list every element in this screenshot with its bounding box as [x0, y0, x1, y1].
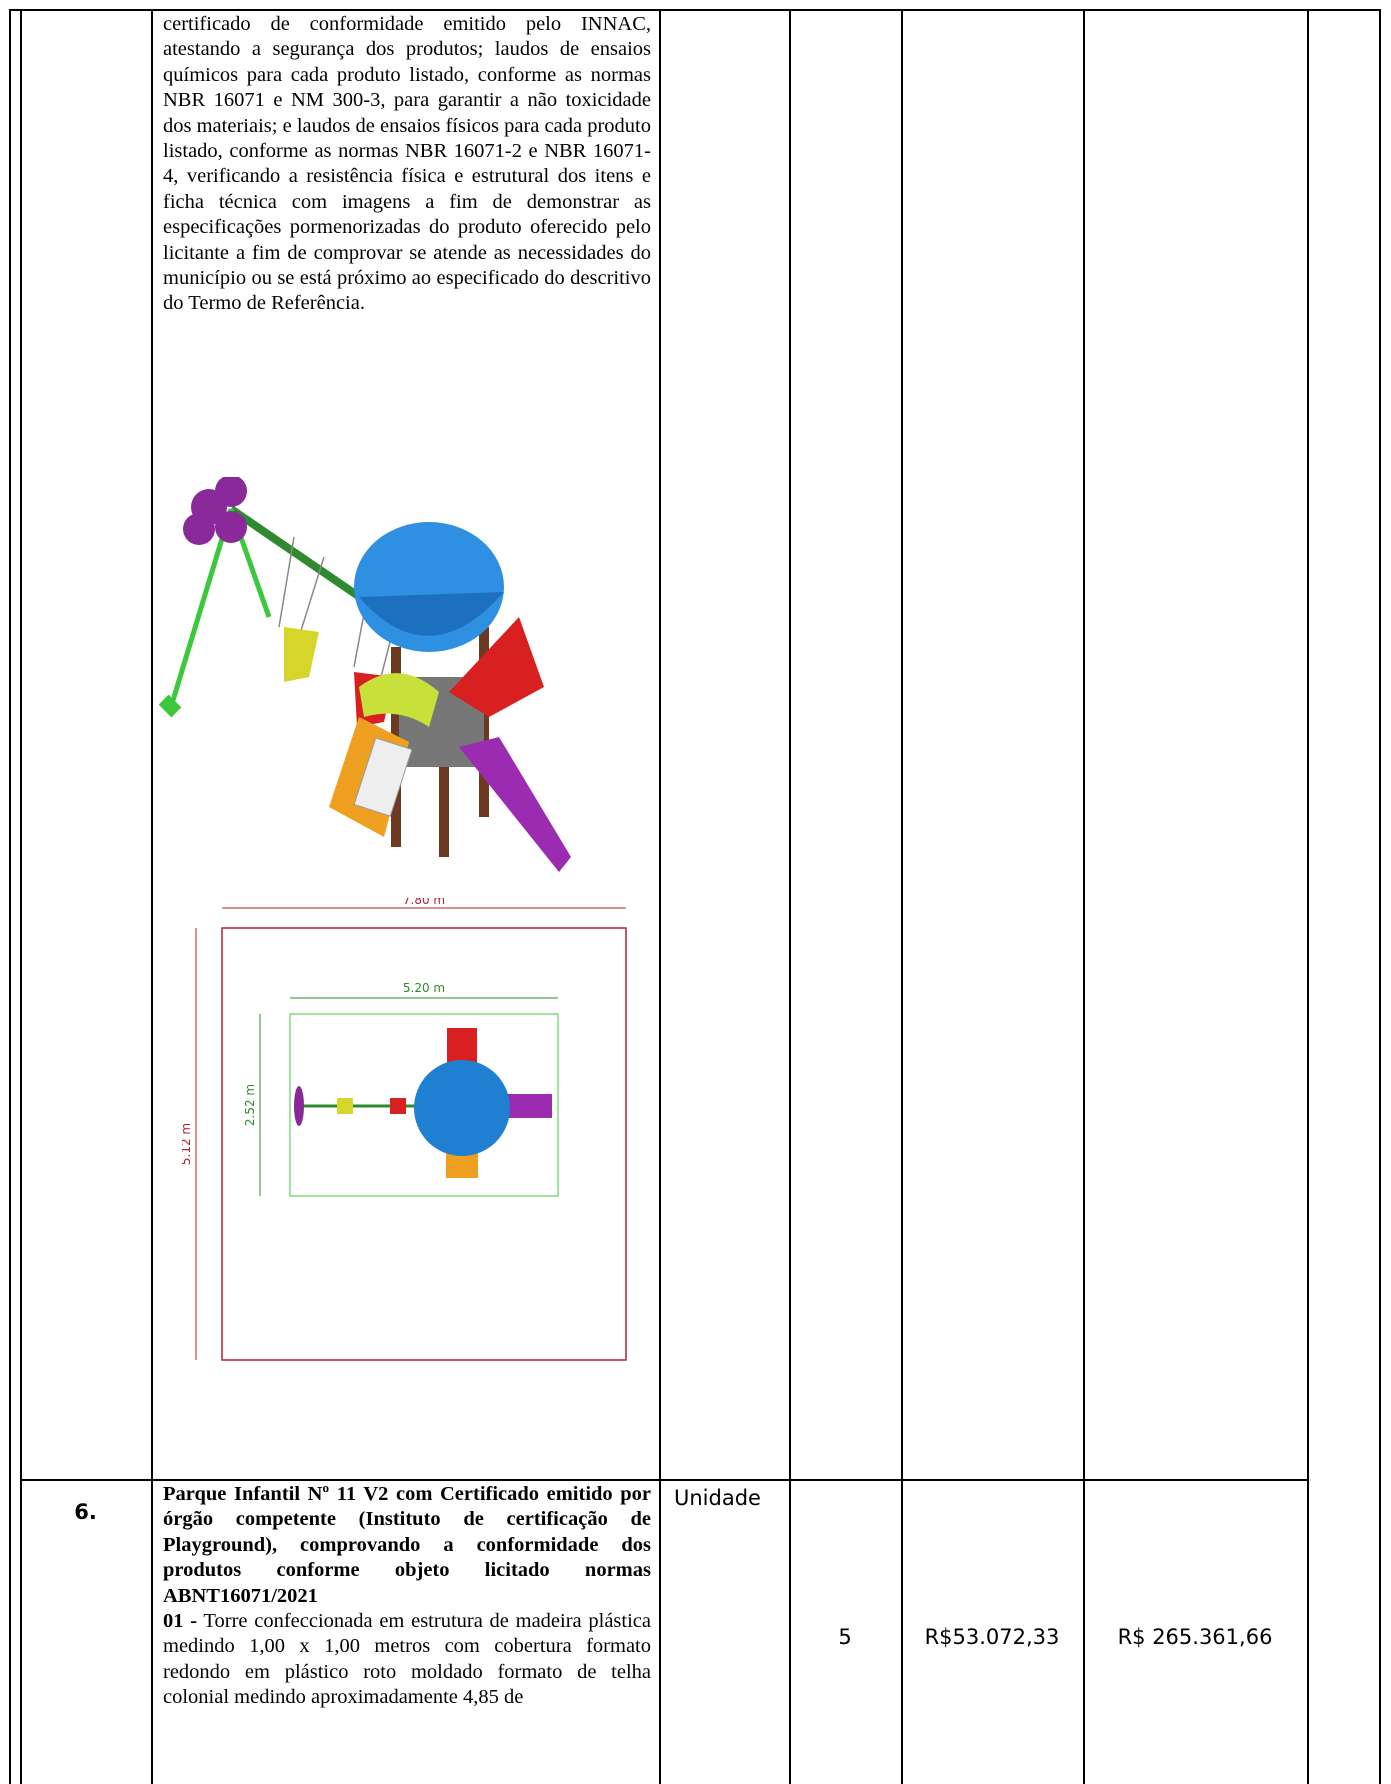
- col-border: [9, 9, 11, 1784]
- dimension-label: 5.12 m: [182, 1123, 193, 1165]
- description-lead: 01 -: [163, 1610, 198, 1633]
- description: certificado de conformidade emitido pelo…: [163, 13, 651, 315]
- col-border: [659, 9, 661, 1784]
- description-text: Torre confeccionada em estrutura de made…: [163, 1610, 651, 1709]
- col-border: [1379, 9, 1381, 1784]
- unit-price: R$53.072,33: [924, 1625, 1060, 1649]
- col-border: [1083, 9, 1085, 1784]
- item-number: 6.: [74, 1500, 97, 1524]
- item-description: Parque Infantil Nº 11 V2 com Certificado…: [163, 1482, 651, 1784]
- playground-illustration: [159, 477, 571, 872]
- row-border: [20, 1479, 1307, 1481]
- dimension-label: 7.80 m: [403, 898, 445, 907]
- col-border: [901, 9, 903, 1784]
- col-border: [151, 9, 153, 1784]
- col-border: [1307, 9, 1309, 1784]
- dimension-drawing: 7.80 m 5.12 m 5.20 m 2.52 m: [182, 898, 627, 1361]
- item-title: Parque Infantil Nº 11 V2 com Certificado…: [163, 1483, 651, 1607]
- table-top-border: [9, 9, 1380, 11]
- col-border: [20, 9, 22, 1784]
- total-price: R$ 265.361,66: [1117, 1625, 1273, 1649]
- dimension-label: 5.20 m: [403, 981, 445, 995]
- quantity: 5: [838, 1625, 852, 1649]
- dimension-label: 2.52 m: [243, 1084, 257, 1126]
- unit: Unidade: [674, 1486, 761, 1510]
- col-border: [789, 9, 791, 1784]
